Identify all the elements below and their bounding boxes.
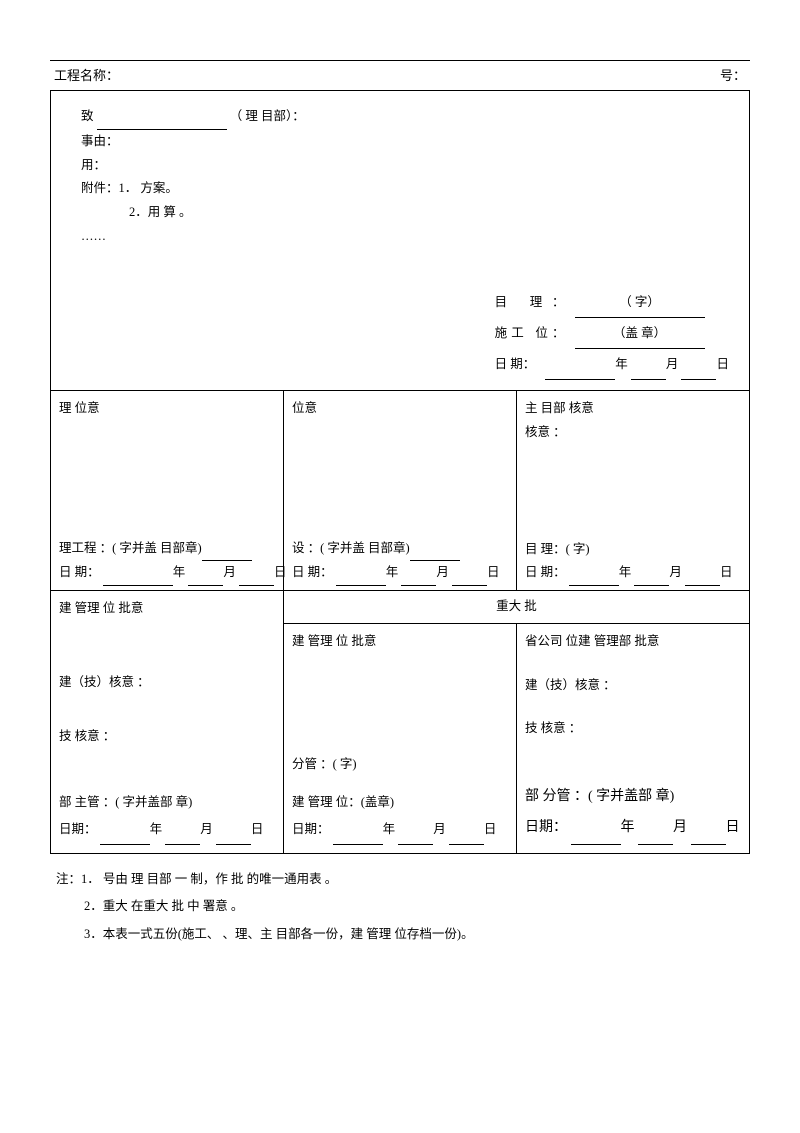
date-year[interactable]	[545, 349, 615, 380]
attach2-line: 2．用 算 。	[81, 201, 719, 225]
lower-col2: 建 管理 位 批意 分管 ：( 字) 建 管理 位：(盖章) 日期： 年 月 日	[284, 623, 517, 853]
low-c2-sig2: 建 管理 位：(盖章)	[292, 789, 508, 817]
col2-sig: 设 ：( 字并盖 目部章)	[292, 541, 410, 555]
to-blank[interactable]	[97, 105, 227, 130]
number-label: 号：	[720, 65, 746, 84]
attach-line: 附件：1． 方案。	[81, 177, 719, 201]
col3-sub: 核意 ：	[525, 421, 741, 445]
opinion-col2: 位意 设 ：( 字并盖 目部章) 日 期： 年 月 日	[284, 391, 517, 591]
opinion-col3: 主 目部 核意 核意 ： 目 理：( 字) 日 期： 年 月 日	[517, 391, 750, 591]
form-table: 致 （ 理 目部）： 事由： 用： 附件：1． 方案。 2．用 算 。 …… 目…	[50, 90, 750, 854]
low-c3-l2: 技 核意 ：	[525, 717, 741, 741]
date-month[interactable]	[631, 349, 666, 380]
major-approval-head: 重大 批	[284, 591, 750, 624]
low-c3-title: 省公司 位建 管理部 批意	[525, 630, 741, 654]
low-c2-sig1: 分管 ：( 字)	[292, 751, 508, 779]
top-rule	[50, 60, 750, 61]
unit-label: 施工 位：	[495, 318, 565, 348]
col1-date-label: 日 期：	[59, 565, 100, 579]
low-left-title: 建 管理 位 批意	[59, 597, 275, 621]
opinion-col1: 理 位意 理工程 ：( 字并盖 目部章) 日 期： 年 月 日	[51, 391, 284, 591]
col1-title: 理 位意	[59, 397, 275, 421]
lower-col3: 省公司 位建 管理部 批意 建（技）核意 ： 技 核意 ： 部 分管 ：( 字并…	[517, 623, 750, 853]
col2-date-label: 日 期：	[292, 565, 333, 579]
to-suffix: （ 理 目部）：	[230, 109, 305, 123]
lower-col1: 建 管理 位 批意 建（技）核意 ： 技 核意 ： 部 主管 ：( 字并盖部 章…	[51, 591, 284, 854]
col3-title: 主 目部 核意	[525, 397, 741, 421]
upper-block: 致 （ 理 目部）： 事由： 用： 附件：1． 方案。 2．用 算 。 …… 目…	[51, 91, 750, 391]
date-label: 日 期：	[495, 349, 536, 379]
dots: ……	[81, 225, 719, 249]
note-1: 注：1． 号由 理 目部 一 制，作 批 的唯一通用表 。	[56, 866, 750, 894]
col3-date-label: 日 期：	[525, 565, 566, 579]
col1-sig: 理工程 ：( 字并盖 目部章)	[59, 541, 202, 555]
date-day[interactable]	[681, 349, 716, 380]
col3-sig: 目 理：( 字)	[525, 538, 741, 562]
unit-value[interactable]: （盖 章）	[575, 318, 705, 349]
header-row: 工程名称： 号：	[50, 65, 750, 84]
col2-title: 位意	[292, 397, 508, 421]
signature-area: 目 理： （ 字） 施工 位： （盖 章） 日 期： 年 月 日	[495, 287, 729, 380]
low-c3-sig: 部 分管 ：( 字并盖部 章)	[525, 782, 741, 813]
low-left-l1: 建（技）核意 ：	[59, 671, 275, 695]
note-2: 2．重大 在重大 批 中 署意 。	[56, 893, 750, 921]
reason-line: 事由：	[81, 130, 719, 154]
cost-line: 用：	[81, 154, 719, 178]
low-left-sig: 部 主管 ：( 字并盖部 章)	[59, 789, 275, 817]
low-left-l2: 技 核意 ：	[59, 725, 275, 749]
pm-value[interactable]: （ 字）	[575, 287, 705, 318]
footer-notes: 注：1． 号由 理 目部 一 制，作 批 的唯一通用表 。 2．重大 在重大 批…	[50, 866, 750, 949]
project-name-label: 工程名称：	[54, 65, 119, 84]
low-c2-title: 建 管理 位 批意	[292, 630, 508, 654]
note-3: 3．本表一式五份(施工、 、理、主 目部各一份，建 管理 位存档一份)。	[56, 921, 750, 949]
low-c3-l1: 建（技）核意 ：	[525, 674, 741, 698]
to-prefix: 致	[81, 109, 94, 123]
pm-label: 目 理：	[495, 287, 565, 317]
